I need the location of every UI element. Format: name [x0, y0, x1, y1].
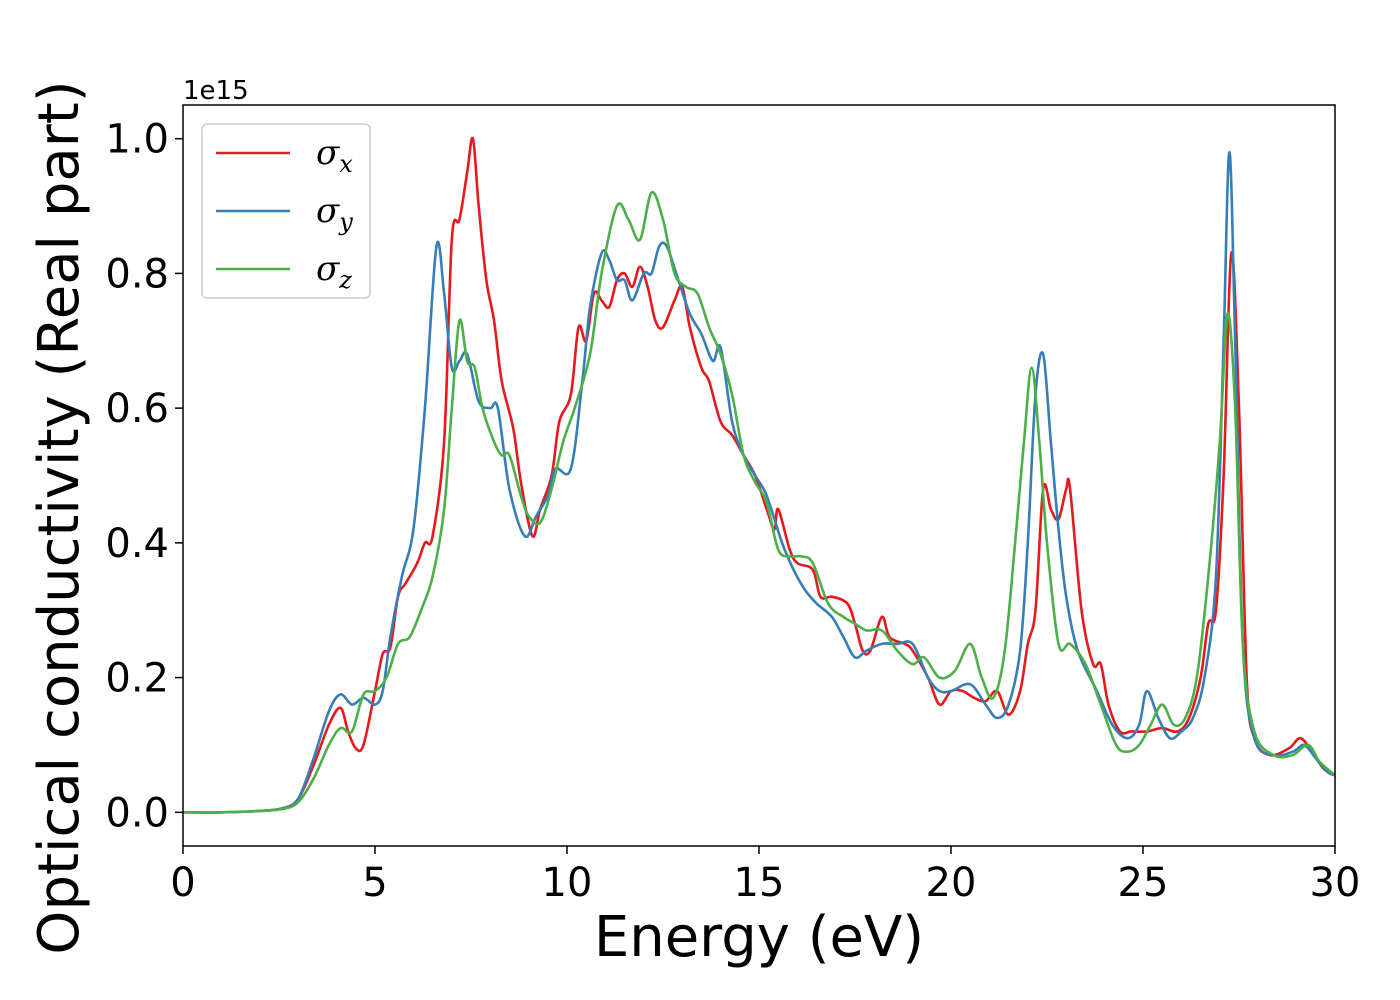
x-tick-label: 30 [1310, 860, 1361, 906]
x-tick-label: 25 [1118, 860, 1169, 906]
y-tick-label: 0.2 [105, 656, 169, 702]
y-tick-label: 0.6 [105, 386, 169, 432]
y-axis: 0.0 0.2 0.4 0.6 0.8 1.0 [105, 117, 183, 836]
y-tick-label: 1.0 [105, 117, 169, 163]
x-tick-label: 0 [170, 860, 195, 906]
x-tick-label: 20 [926, 860, 977, 906]
legend-item-y: σy [216, 191, 353, 236]
legend-item-z: σz [216, 249, 352, 294]
y-tick-label: 0.0 [105, 790, 169, 836]
x-axis: 0 5 10 15 20 25 30 [170, 846, 1360, 906]
y-tick-label: 0.8 [105, 251, 169, 297]
legend-item-x: σx [216, 133, 353, 178]
series-line-z [183, 190, 1335, 814]
legend-label: σx [316, 133, 353, 178]
legend-label: σz [316, 249, 352, 294]
y-tick-label: 0.4 [105, 521, 169, 567]
x-tick-label: 5 [362, 860, 387, 906]
x-axis-title: Energy (eV) [594, 905, 924, 970]
series-layer [183, 136, 1335, 814]
y-axis-title: Optical conductivity (Real part) [27, 80, 92, 954]
series-line-y [183, 150, 1335, 814]
legend-label: σy [316, 191, 353, 236]
legend: σx σy σz [201, 123, 371, 299]
y-axis-offset-label: 1e15 [183, 76, 249, 106]
x-tick-label: 15 [734, 860, 785, 906]
x-tick-label: 10 [542, 860, 593, 906]
